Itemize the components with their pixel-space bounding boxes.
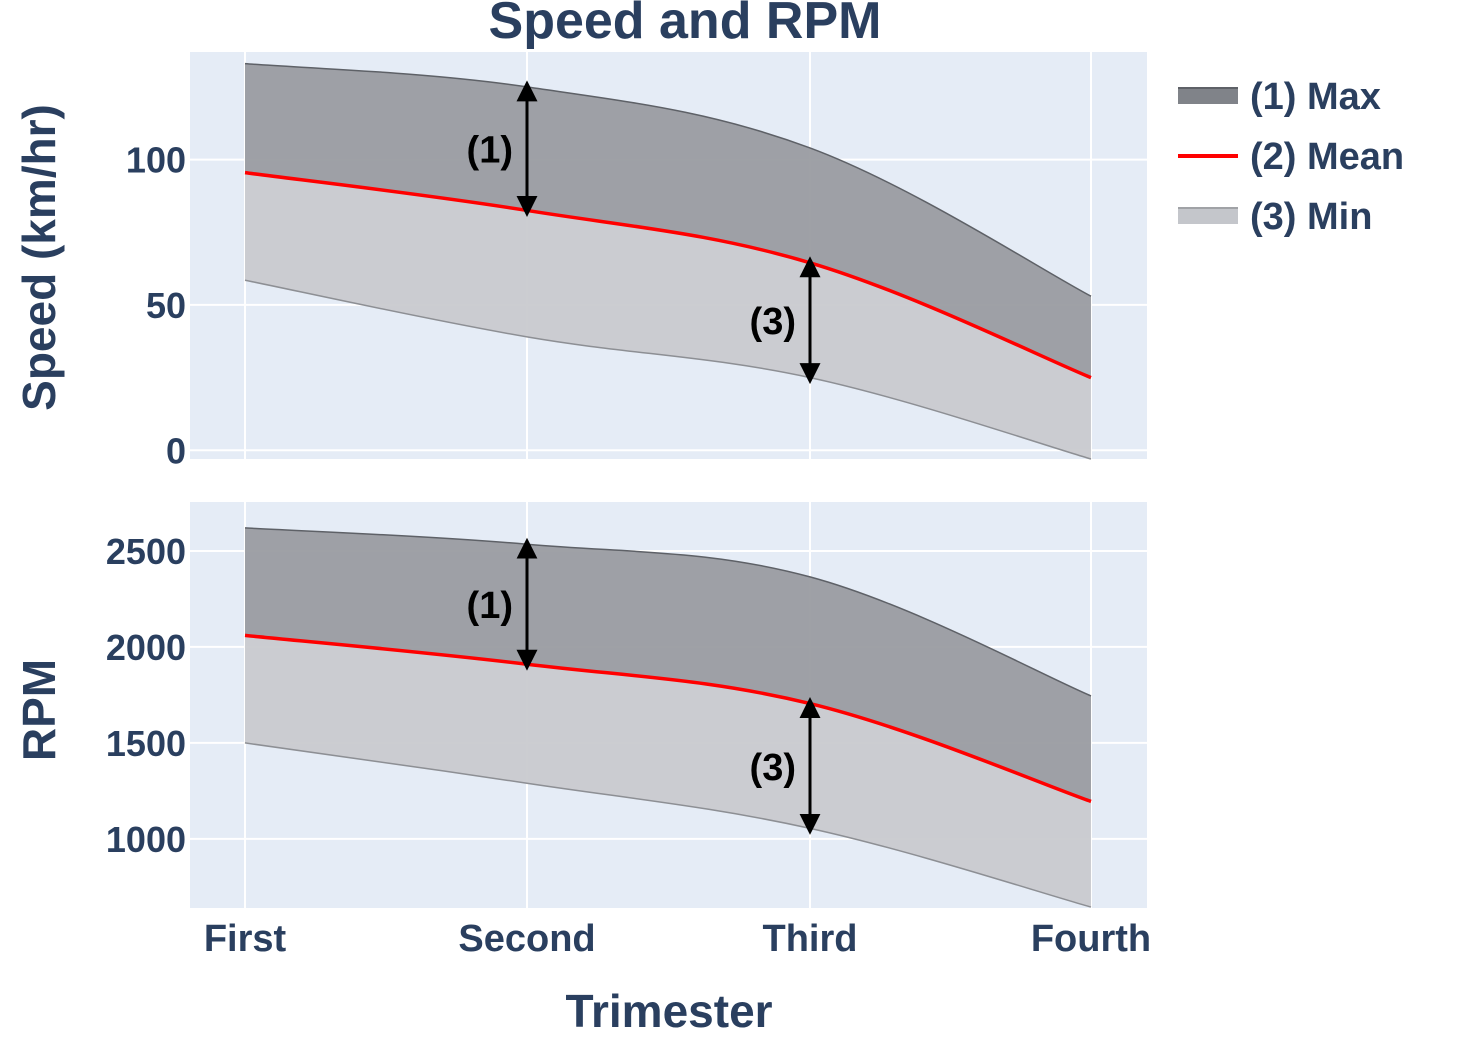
panel-rpm: 1000 1500 2000 2500 RPM (1) (3)	[13, 502, 1147, 908]
max-series-line	[244, 62, 1092, 297]
legend: (1) Max (2) Mean (3) Min	[1178, 76, 1404, 238]
y-tick-label: 2500	[106, 531, 186, 572]
annotation-label: (3)	[750, 301, 796, 343]
max-band-area	[245, 63, 1091, 378]
min-band-area	[245, 172, 1091, 459]
min-band-area	[245, 635, 1091, 908]
min-series-line	[244, 742, 1092, 908]
y-tick-label: 1000	[106, 819, 186, 860]
mean-series-line	[244, 633, 1092, 804]
panel-speed: 0 50 100 Speed (km/hr) (1) (3)	[13, 52, 1147, 471]
legend-swatch-max	[1178, 88, 1238, 104]
annotation-label: (3)	[750, 747, 796, 789]
x-axis-title: Trimester	[565, 985, 772, 1037]
plot-panels: 0 50 100 Speed (km/hr) (1) (3) 1000 1500 2000 250…	[13, 52, 1147, 908]
legend-label: (3) Min	[1250, 196, 1372, 238]
annotation-label: (1)	[467, 130, 513, 172]
y-tick-label: 1500	[106, 723, 186, 764]
annotation-label: (1)	[467, 585, 513, 627]
legend-swatch-min	[1178, 208, 1238, 224]
legend-label: (2) Mean	[1250, 136, 1404, 178]
y-tick-label: 2000	[106, 627, 186, 668]
max-series-line	[244, 527, 1092, 697]
y-axis-title: Speed (km/hr)	[13, 104, 65, 411]
y-tick-label: 50	[146, 285, 186, 326]
y-axis-title: RPM	[13, 659, 65, 761]
y-tick-label: 100	[126, 140, 186, 181]
x-tick-label: Third	[763, 918, 858, 960]
x-tick-label: First	[204, 918, 287, 960]
min-series-line	[244, 279, 1092, 460]
legend-label: (1) Max	[1250, 76, 1381, 118]
chart-title: Speed and RPM	[489, 0, 882, 50]
mean-series-line	[244, 170, 1092, 380]
max-band-area	[245, 527, 1091, 802]
y-tick-label: 0	[166, 430, 186, 471]
x-tick-labels: First Second Third Fourth	[204, 918, 1151, 960]
x-tick-label: Second	[458, 918, 595, 960]
x-tick-label: Fourth	[1031, 918, 1151, 960]
